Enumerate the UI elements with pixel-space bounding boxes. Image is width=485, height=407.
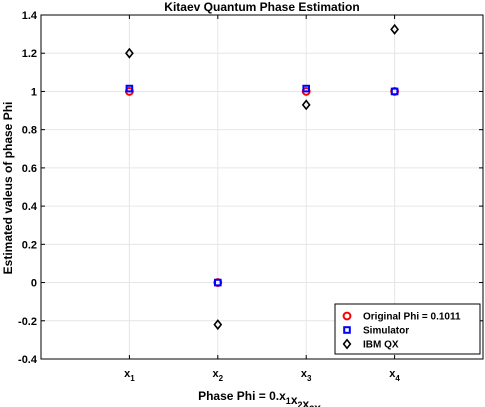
chart-title: Kitaev Quantum Phase Estimation bbox=[164, 0, 359, 14]
legend-box bbox=[334, 303, 481, 355]
legend-marker-diamond bbox=[342, 338, 352, 350]
y-tick-label: 0.8 bbox=[22, 125, 37, 137]
data-point-diamond bbox=[390, 23, 399, 35]
legend: Original Phi = 0.1011 Simulator IBM QX bbox=[334, 303, 481, 355]
legend-entry-label: Original Phi = 0.1011 bbox=[363, 312, 461, 323]
legend-entry-label: Simulator bbox=[363, 326, 409, 337]
x-tick-label: x4 bbox=[389, 368, 400, 383]
data-point-square bbox=[390, 87, 399, 96]
y-tick-label: 0.4 bbox=[22, 201, 38, 213]
y-tick-label: 1.4 bbox=[22, 10, 38, 22]
legend-marker-circle bbox=[342, 311, 352, 321]
data-point-square bbox=[214, 278, 222, 287]
data-marks bbox=[124, 23, 400, 331]
x-tick-label: x1 bbox=[124, 368, 135, 383]
y-tick-label: 0.6 bbox=[22, 163, 37, 175]
data-point-square bbox=[125, 84, 134, 93]
y-tick-label: 0.2 bbox=[22, 239, 37, 251]
x-tick-label: x3 bbox=[301, 368, 312, 383]
data-point-diamond bbox=[213, 319, 223, 331]
plot-frame bbox=[40, 14, 484, 360]
y-tick-label: -0.4 bbox=[18, 354, 38, 366]
y-tick-label: 0 bbox=[31, 278, 37, 290]
y-axis-label: Estimated valeus of phase Phi bbox=[1, 102, 15, 275]
legend-marker-square bbox=[343, 326, 351, 334]
y-tick-label: 1.2 bbox=[22, 48, 37, 60]
grid-lines bbox=[41, 14, 483, 360]
x-tick-label: x2 bbox=[213, 368, 224, 383]
y-tick-label: 1 bbox=[31, 86, 37, 98]
axis-ticks: -0.4 -0.2 0 0.2 0.4 0.6 0.8 1 1.2 1.4 x1 x2 x3 x4 bbox=[18, 10, 483, 383]
legend-entry-label: IBM QX bbox=[363, 340, 399, 351]
data-point-diamond bbox=[301, 99, 311, 111]
y-tick-label: -0.2 bbox=[18, 316, 37, 328]
data-point-diamond bbox=[125, 47, 134, 59]
data-point-square bbox=[302, 84, 310, 93]
